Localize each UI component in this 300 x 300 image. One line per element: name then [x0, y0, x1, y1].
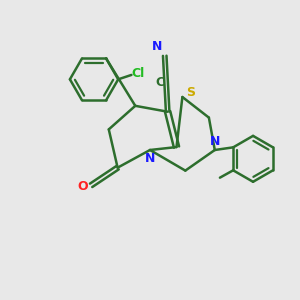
Text: N: N: [210, 135, 220, 148]
Text: N: N: [152, 40, 163, 53]
Text: N: N: [145, 152, 155, 165]
Text: O: O: [77, 180, 88, 193]
Text: S: S: [186, 86, 195, 99]
Text: C: C: [156, 76, 165, 89]
Text: Cl: Cl: [131, 67, 145, 80]
